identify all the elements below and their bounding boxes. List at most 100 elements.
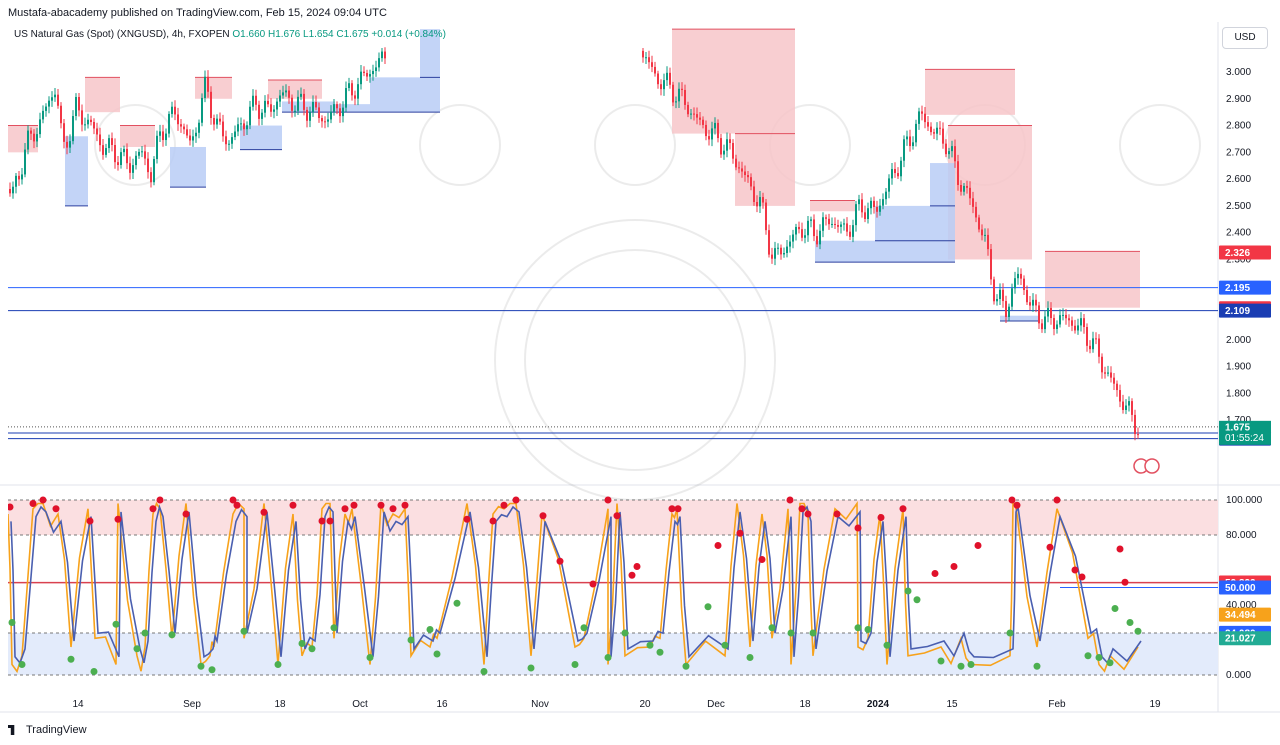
overbought-marker <box>463 515 471 523</box>
oversold-marker <box>527 664 535 672</box>
candle <box>276 101 278 110</box>
demand-zone <box>335 104 370 113</box>
oversold-marker <box>937 657 945 665</box>
candle <box>882 199 884 206</box>
watermark-ring <box>594 104 676 186</box>
overbought-marker <box>489 517 497 525</box>
candle <box>225 136 227 145</box>
candle <box>156 135 158 160</box>
oversold-marker <box>1106 659 1114 667</box>
candle <box>72 116 74 142</box>
overbought-marker <box>613 512 621 520</box>
candle <box>372 71 374 75</box>
candle <box>1029 302 1031 306</box>
time-axis-tick: 18 <box>799 699 811 710</box>
candle <box>264 100 266 113</box>
candle <box>657 73 659 85</box>
watermark-ring <box>494 219 776 501</box>
overbought-marker <box>389 505 397 513</box>
oscillator-fast-line <box>8 501 1139 674</box>
symbol-legend[interactable]: US Natural Gas (Spot) (XNGUSD), 4h, FXOP… <box>14 29 446 40</box>
overbought-marker <box>604 496 612 504</box>
candle <box>1077 325 1079 331</box>
overbought-marker <box>318 517 326 525</box>
candle <box>1086 327 1088 346</box>
symbol-name[interactable]: US Natural Gas (Spot) (XNGUSD), 4h, FXOP… <box>14 29 230 40</box>
candle <box>198 122 200 133</box>
candle <box>357 84 359 99</box>
supply-zone <box>120 125 155 147</box>
candle <box>333 104 335 112</box>
candle <box>168 113 170 134</box>
overbought-marker <box>350 501 358 509</box>
candle <box>861 199 863 213</box>
candle <box>330 111 332 120</box>
oversold-marker <box>721 641 729 649</box>
candle <box>894 168 896 174</box>
candle <box>759 197 761 207</box>
candle <box>99 134 101 146</box>
candle <box>951 146 953 152</box>
overbought-marker <box>229 496 237 504</box>
osc-axis-tick: 0.000 <box>1226 670 1251 681</box>
oversold-marker <box>656 648 664 656</box>
publisher-caption: Mustafa-abacademy published on TradingVi… <box>8 7 387 19</box>
candle <box>132 165 134 173</box>
candle <box>294 110 296 112</box>
osc-badge: 34.494 <box>1225 610 1256 621</box>
candle <box>144 151 146 159</box>
candle <box>1053 318 1055 330</box>
overbought-marker <box>233 501 241 509</box>
candle <box>78 96 80 111</box>
candle <box>1101 356 1103 373</box>
candle <box>783 253 785 255</box>
candle <box>120 152 122 165</box>
candle <box>255 95 257 105</box>
candle <box>1017 273 1019 279</box>
candle <box>654 66 656 74</box>
price-axis-tick: 2.800 <box>1226 121 1251 132</box>
bar-countdown: 01:55:24 <box>1225 433 1264 444</box>
overbought-marker <box>758 556 766 563</box>
candle <box>873 200 875 207</box>
time-axis-tick: 18 <box>274 699 286 710</box>
candle <box>858 199 860 205</box>
oversold-marker <box>433 650 441 658</box>
candle <box>1068 318 1070 321</box>
candle <box>327 119 329 122</box>
candle <box>909 136 911 147</box>
candle <box>879 205 881 212</box>
price-axis-tick: 2.300 <box>1226 254 1251 265</box>
osc-axis-tick: 40.000 <box>1226 600 1257 611</box>
candle <box>726 139 728 151</box>
candle <box>1041 323 1043 330</box>
candle <box>780 247 782 255</box>
candle <box>282 92 284 96</box>
candle <box>21 174 23 180</box>
candle <box>30 130 32 134</box>
oversold-marker <box>208 666 216 674</box>
candle <box>1011 288 1013 307</box>
overbought-marker <box>182 510 190 518</box>
overbought-marker <box>149 505 157 513</box>
price-axis-tick: 2.900 <box>1226 94 1251 105</box>
candle <box>42 110 44 120</box>
currency-button[interactable]: USD <box>1222 27 1268 49</box>
candle <box>1005 301 1007 317</box>
demand-zone <box>420 29 440 78</box>
tradingview-logo[interactable]: TradingView <box>8 724 87 736</box>
candle <box>1026 290 1028 303</box>
oversold-marker <box>1111 605 1119 612</box>
overbought-marker <box>804 510 812 518</box>
candle <box>891 168 893 179</box>
price-badge-bg <box>1219 245 1271 260</box>
candle <box>147 158 149 173</box>
candle <box>303 93 305 110</box>
candle <box>978 217 980 230</box>
candle <box>648 57 650 63</box>
candle <box>63 123 65 142</box>
candle <box>735 158 737 168</box>
candle <box>384 51 386 59</box>
candle <box>1113 377 1115 384</box>
